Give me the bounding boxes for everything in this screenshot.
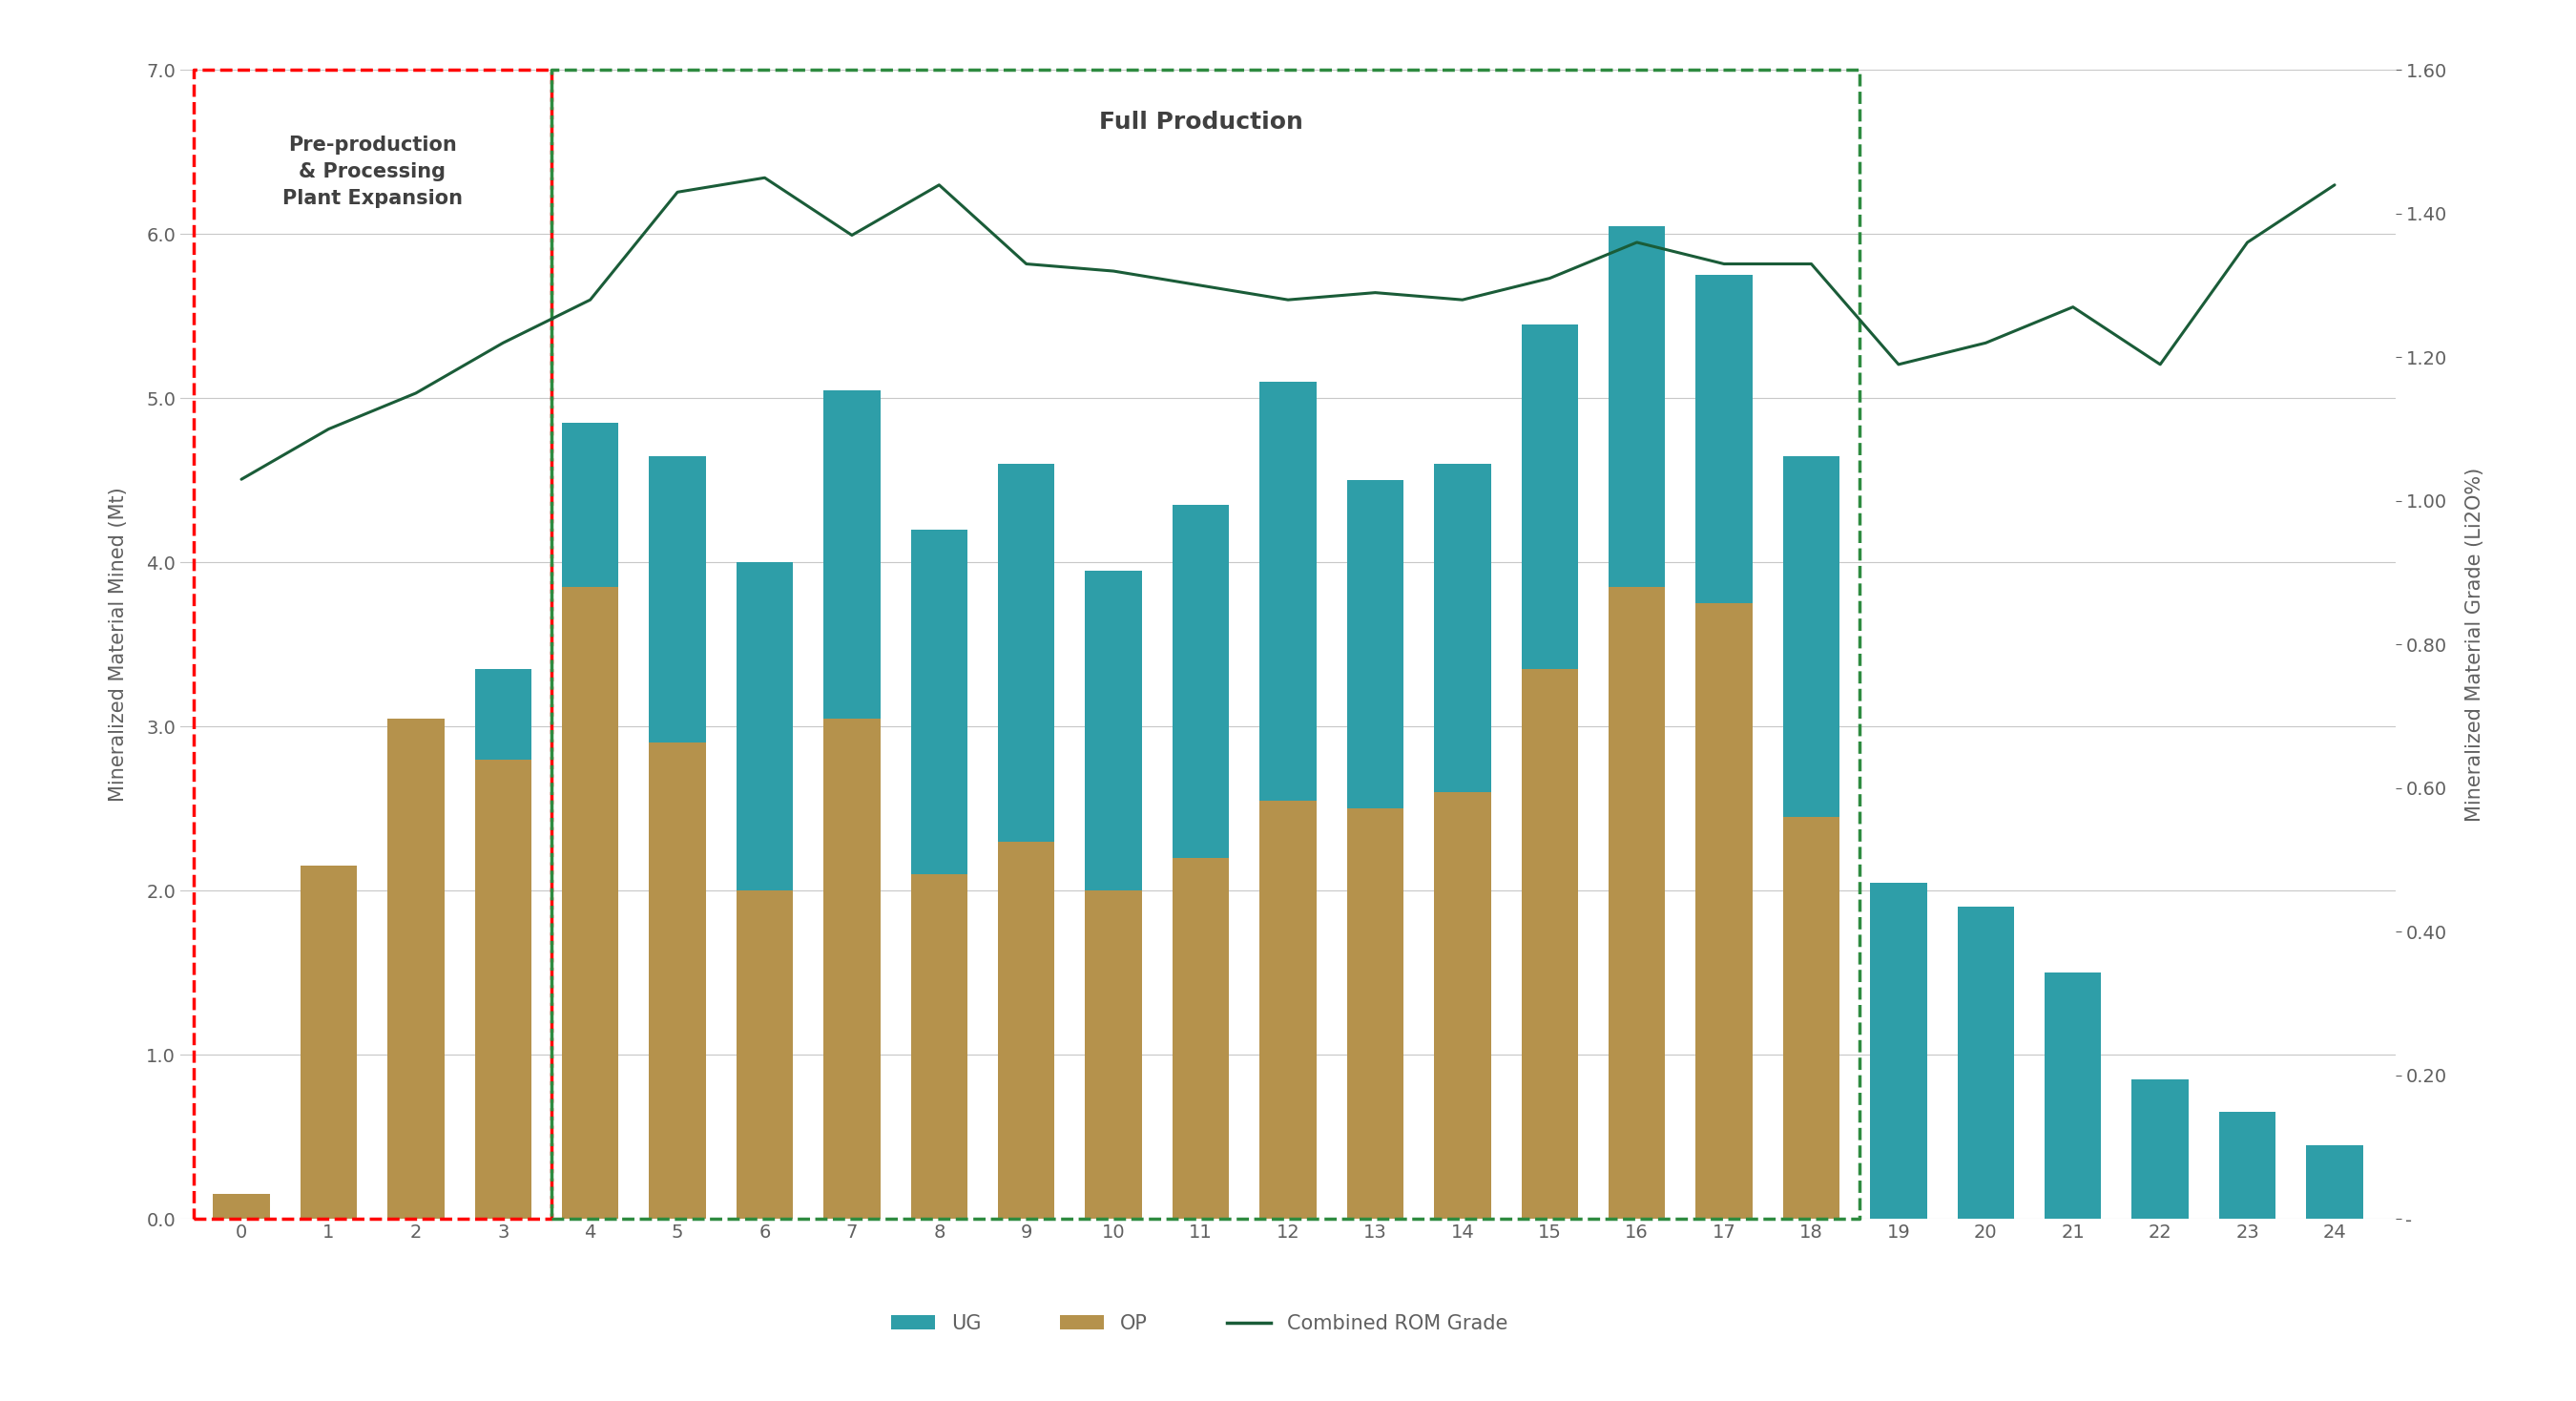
Combined ROM Grade (487, 335, 518, 352)
Bar (1435, 464, 1492, 792)
Combined ROM Grade (1010, 255, 1041, 272)
Bar (1084, 891, 1141, 1219)
Bar (474, 759, 531, 1219)
Combined ROM Grade (1883, 356, 1914, 373)
Bar (1607, 226, 1664, 587)
Bar (1172, 504, 1229, 857)
Combined ROM Grade (1620, 234, 1651, 251)
Bar (2045, 972, 2102, 1219)
Text: Pre-production
& Processing
Plant Expansion: Pre-production & Processing Plant Expans… (281, 136, 461, 209)
Y-axis label: Mineralized Material Grade (Li2O%): Mineralized Material Grade (Li2O%) (2465, 468, 2483, 821)
Bar (2218, 1112, 2275, 1219)
Bar (649, 455, 706, 743)
Bar (386, 719, 443, 1219)
Combined ROM Grade (2318, 177, 2349, 193)
Combined ROM Grade (925, 177, 956, 193)
Combined ROM Grade (750, 170, 781, 186)
Combined ROM Grade (1360, 284, 1391, 301)
Bar (562, 423, 618, 587)
Bar (1084, 570, 1141, 891)
Bar (1347, 481, 1404, 808)
Bar (737, 562, 793, 891)
Combined ROM Grade (574, 291, 605, 308)
Bar (912, 874, 969, 1219)
Bar (1172, 857, 1229, 1219)
Text: Full Production: Full Production (1100, 111, 1303, 134)
Combined ROM Grade (1535, 270, 1566, 287)
Combined ROM Grade (227, 471, 258, 488)
Bar (474, 670, 531, 759)
Bar (1870, 883, 1927, 1219)
Bar (1347, 808, 1404, 1219)
Combined ROM Grade (1273, 291, 1303, 308)
Bar (1695, 275, 1752, 604)
Combined ROM Grade (1971, 335, 2002, 352)
Bar (824, 389, 881, 719)
Combined ROM Grade (662, 184, 693, 200)
Combined ROM Grade (837, 227, 868, 244)
Combined ROM Grade (2146, 356, 2177, 373)
Combined ROM Grade (1795, 255, 1826, 272)
Combined ROM Grade (1708, 255, 1739, 272)
Combined ROM Grade (2231, 234, 2262, 251)
Bar (737, 891, 793, 1219)
Bar (1607, 587, 1664, 1219)
Bar (562, 587, 618, 1219)
Bar (997, 842, 1054, 1219)
Combined ROM Grade (1448, 291, 1479, 308)
Bar (912, 530, 969, 874)
Bar (1260, 800, 1316, 1219)
Bar (2306, 1145, 2362, 1219)
Bar (214, 1194, 270, 1219)
Bar (1783, 817, 1839, 1219)
Combined ROM Grade (314, 420, 345, 437)
Bar (1695, 604, 1752, 1219)
Combined ROM Grade (2058, 298, 2089, 315)
Bar (649, 743, 706, 1219)
Y-axis label: Mineralized Material Mined (Mt): Mineralized Material Mined (Mt) (108, 488, 129, 801)
Bar (1522, 325, 1579, 670)
Bar (997, 464, 1054, 842)
Combined ROM Grade (1097, 263, 1128, 280)
Bar (1435, 792, 1492, 1219)
Combined ROM Grade (399, 385, 430, 402)
Bar (1783, 455, 1839, 817)
Bar (824, 719, 881, 1219)
Legend: UG, OP, Combined ROM Grade: UG, OP, Combined ROM Grade (884, 1306, 1515, 1341)
Bar (1522, 670, 1579, 1219)
Bar (1260, 382, 1316, 800)
Line: Combined ROM Grade: Combined ROM Grade (242, 178, 2334, 479)
Bar (1958, 906, 2014, 1219)
Combined ROM Grade (1185, 277, 1216, 294)
Bar (2133, 1079, 2190, 1219)
Bar (301, 866, 358, 1219)
